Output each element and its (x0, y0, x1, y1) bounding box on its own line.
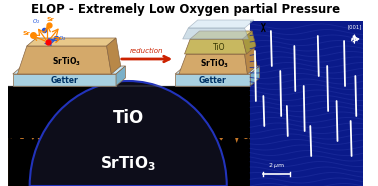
Polygon shape (184, 39, 246, 54)
Text: (010): (010) (364, 36, 378, 41)
Polygon shape (13, 74, 116, 86)
Text: Getter: Getter (199, 76, 226, 84)
Polygon shape (243, 31, 256, 54)
Text: [001]: [001] (347, 24, 362, 29)
Polygon shape (179, 54, 248, 74)
Polygon shape (190, 31, 252, 39)
Polygon shape (8, 133, 252, 186)
Text: $\mathbf{SrTiO_3}$: $\mathbf{SrTiO_3}$ (100, 155, 156, 173)
Text: $\mathbf{SrTiO_3}$: $\mathbf{SrTiO_3}$ (200, 58, 229, 70)
Bar (8, 138, 252, 186)
Text: 2 $\mu$m: 2 $\mu$m (268, 161, 285, 170)
Text: Sr: Sr (23, 31, 31, 36)
Text: reduction: reduction (130, 48, 164, 54)
Polygon shape (17, 46, 112, 74)
Text: $\mathbf{SrTiO_3}$: $\mathbf{SrTiO_3}$ (52, 56, 81, 68)
Polygon shape (27, 38, 116, 46)
Polygon shape (250, 66, 260, 86)
Text: ELOP - Extremely Low Oxygen partial Pressure: ELOP - Extremely Low Oxygen partial Pres… (31, 3, 340, 16)
Text: $O_2$: $O_2$ (32, 17, 40, 26)
Text: TiO: TiO (113, 109, 144, 127)
Text: Getter: Getter (51, 76, 78, 84)
Bar (250, 21, 363, 186)
Bar (8, 86, 252, 186)
Text: TiO: TiO (213, 42, 226, 52)
Text: $O_2$: $O_2$ (58, 35, 67, 44)
Polygon shape (175, 74, 250, 86)
Polygon shape (186, 46, 254, 54)
Polygon shape (183, 28, 248, 39)
Polygon shape (175, 66, 260, 74)
Polygon shape (107, 38, 121, 74)
Text: Sr: Sr (46, 17, 54, 22)
Polygon shape (116, 66, 125, 86)
Polygon shape (245, 46, 257, 74)
Polygon shape (188, 20, 254, 28)
Polygon shape (13, 66, 125, 74)
Wedge shape (30, 81, 227, 186)
